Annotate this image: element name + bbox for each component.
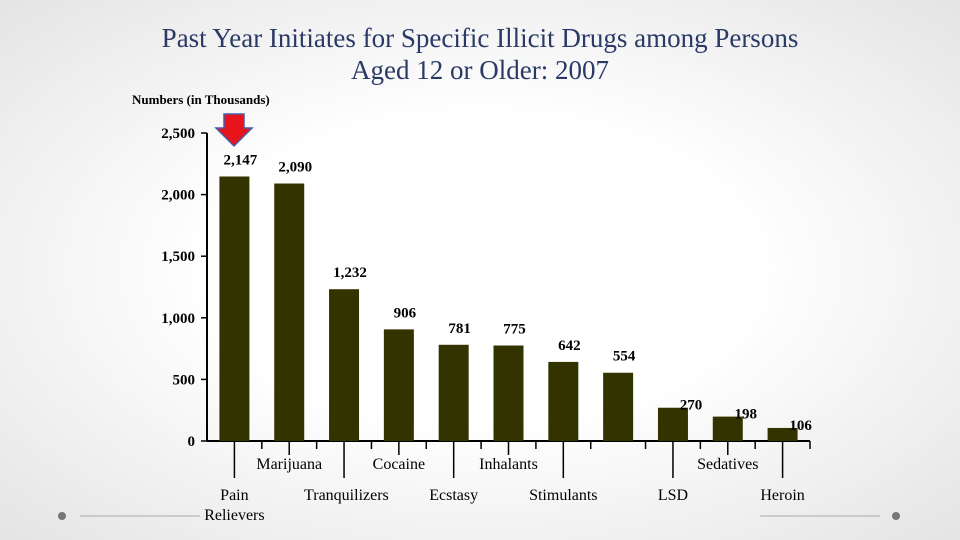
x-tick-label: Stimulants bbox=[529, 487, 598, 504]
x-tick-label: Marijuana bbox=[256, 456, 323, 473]
x-tick-label: Cocaine bbox=[372, 456, 426, 473]
bar bbox=[603, 372, 634, 441]
data-label: 642 bbox=[558, 338, 581, 354]
arrow-annotation bbox=[214, 113, 254, 148]
y-tick-label: 2,500 bbox=[161, 126, 195, 142]
data-label: 2,090 bbox=[278, 160, 312, 176]
y-tick-label: 2,000 bbox=[161, 188, 195, 204]
data-label: 2,147 bbox=[224, 152, 258, 168]
bar bbox=[548, 361, 579, 441]
bar bbox=[438, 344, 469, 441]
y-tick-label: 1,500 bbox=[161, 249, 195, 265]
x-tick-label: LSD bbox=[657, 487, 689, 504]
bar bbox=[712, 416, 743, 441]
bar bbox=[219, 176, 250, 441]
x-tick-label: Heroin bbox=[760, 487, 805, 504]
x-tick-label: Inhalants bbox=[479, 456, 538, 473]
x-tick-label: Pain Relievers bbox=[204, 487, 265, 524]
data-label: 554 bbox=[613, 349, 636, 365]
y-axis-label: Numbers (in Thousands) bbox=[132, 92, 270, 107]
bar bbox=[657, 407, 688, 441]
y-tick-label: 1,000 bbox=[161, 311, 195, 327]
bar bbox=[493, 345, 524, 441]
x-tick-label: Ecstasy bbox=[429, 487, 479, 504]
data-label: 1,232 bbox=[333, 265, 367, 281]
bar bbox=[767, 427, 798, 441]
x-tick-label: Tranquilizers bbox=[304, 487, 389, 504]
x-tick-label: Sedatives bbox=[697, 456, 759, 473]
data-label: 781 bbox=[448, 321, 471, 337]
data-label: 775 bbox=[503, 322, 526, 338]
data-label: 906 bbox=[394, 305, 417, 321]
bar bbox=[274, 183, 305, 441]
chart-title: Past Year Initiates for Specific Illicit… bbox=[161, 23, 799, 85]
bar bbox=[329, 289, 360, 441]
y-tick-label: 500 bbox=[173, 372, 196, 388]
data-label: 106 bbox=[789, 418, 812, 434]
data-label: 270 bbox=[680, 398, 703, 414]
y-tick-label: 0 bbox=[188, 434, 196, 450]
data-label: 198 bbox=[735, 407, 758, 423]
bar bbox=[383, 329, 414, 441]
